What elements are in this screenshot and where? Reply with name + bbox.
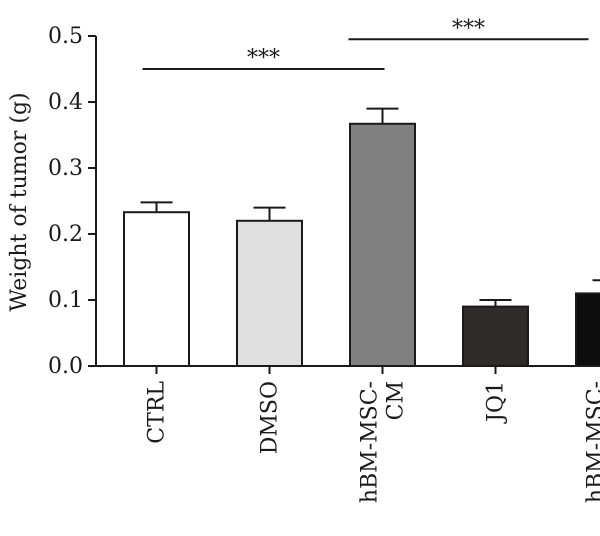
category-label: JQ1 [484, 381, 509, 424]
category-label: DMSO [258, 381, 283, 454]
bar [462, 305, 529, 368]
y-tick-label: 0.4 [48, 90, 83, 115]
significance-label: *** [247, 46, 280, 71]
bar [349, 122, 416, 367]
y-tick-label: 0.0 [48, 354, 83, 379]
category-label: CM [384, 381, 409, 420]
y-tick-label: 0.5 [48, 24, 83, 49]
significance-label: *** [452, 16, 485, 41]
y-tick-label: 0.2 [48, 222, 83, 247]
category-label: hBM-MSC- [358, 381, 383, 503]
bar [236, 219, 303, 367]
y-tick-label: 0.1 [48, 288, 83, 313]
y-axis-title: Weight of tumor (g) [7, 92, 32, 311]
category-label: hBM-MSC- [584, 381, 600, 503]
bar [123, 211, 190, 367]
category-label: CTRL [145, 381, 170, 444]
bar [575, 292, 600, 367]
y-tick-label: 0.3 [48, 156, 83, 181]
